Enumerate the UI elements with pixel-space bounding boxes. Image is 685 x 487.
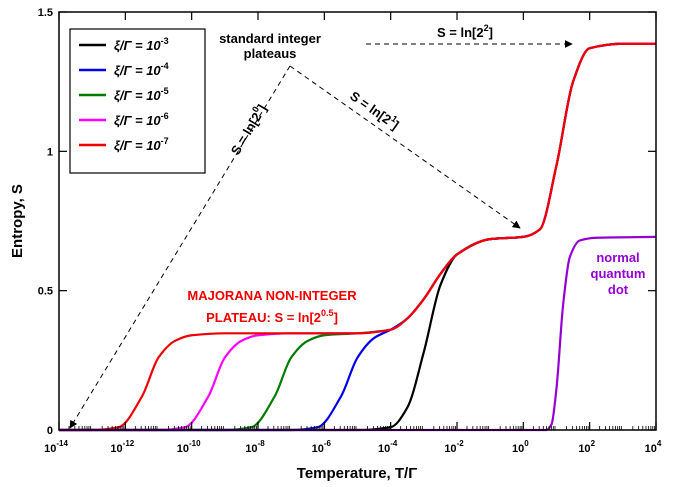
x-tick-label: 10-6	[312, 439, 332, 455]
x-tick-label: 10-14	[44, 439, 68, 455]
legend-label: ξ/Γ = 10-7	[114, 136, 169, 153]
legend-label: ξ/Γ = 10-4	[114, 61, 169, 78]
y-tick-label: 0.5	[38, 286, 53, 298]
y-axis-title-text: Entropy, S	[9, 184, 26, 258]
plot-frame	[58, 11, 657, 431]
x-tick-label: 100	[512, 439, 529, 455]
annotation-majorana: MAJORANA NON-INTEGER PLATEAU: S = ln[20.…	[187, 288, 357, 325]
y-axis-title: Entropy, S	[9, 184, 26, 258]
x-axis-title: Temperature, T/Γ	[297, 465, 417, 482]
annotation-standard-integer-line1: standard integer	[219, 31, 321, 46]
annotation-standard-integer-line2: plateaus	[244, 46, 297, 61]
y-tick-label: 0	[47, 425, 53, 437]
x-tick-label: 10-12	[110, 439, 134, 455]
y-tick-label: 1	[47, 146, 53, 158]
axis-ticks: 10-14 10-12 10-10 10-8 10-6 10-4 10-2 100 102 104…	[38, 7, 662, 455]
legend-label: ξ/Γ = 10-3	[114, 36, 169, 53]
x-axis-title-text: Temperature, T/Γ	[297, 465, 417, 482]
arrow-to-zero-plateau	[69, 65, 291, 429]
x-tick-label: 10-8	[245, 439, 265, 455]
legend-entries: ξ/Γ = 10-3 ξ/Γ = 10-4 ξ/Γ = 10-5 ξ/Γ = 10-6…	[79, 36, 169, 153]
x-tick-label: 104	[645, 439, 662, 455]
arrow-to-one-plateau	[289, 65, 521, 229]
annotation-normal-dot: normal quantum dot	[591, 250, 646, 297]
annotation-normal-dot-line3: dot	[608, 282, 629, 297]
legend: ξ/Γ = 10-3 ξ/Γ = 10-4 ξ/Γ = 10-5 ξ/Γ = 10-6…	[69, 28, 206, 174]
annotation-s-ln-2-2: S = ln[22]	[437, 23, 493, 40]
legend-box	[69, 28, 206, 174]
annotation-majorana-line1: MAJORANA NON-INTEGER	[187, 288, 357, 303]
annotation-majorana-line2: PLATEAU: S = ln[20.5]	[206, 308, 338, 325]
legend-label: ξ/Γ = 10-6	[114, 111, 169, 128]
annotation-normal-dot-line1: normal	[596, 250, 639, 265]
y-tick-label: 1.5	[38, 7, 53, 19]
x-tick-label: 10-2	[444, 439, 464, 455]
legend-label: ξ/Γ = 10-5	[114, 86, 169, 103]
annotation-normal-dot-line2: quantum	[591, 266, 646, 281]
x-tick-label: 102	[578, 439, 595, 455]
annotation-s-ln-2-0: S = ln[20]	[226, 101, 269, 158]
series-line-xi-gamma-1e-7	[59, 42, 656, 432]
x-tick-label: 10-4	[378, 439, 398, 455]
annotation-standard-integer: standard integer plateaus	[219, 31, 321, 61]
x-tick-label: 10-10	[177, 439, 201, 455]
